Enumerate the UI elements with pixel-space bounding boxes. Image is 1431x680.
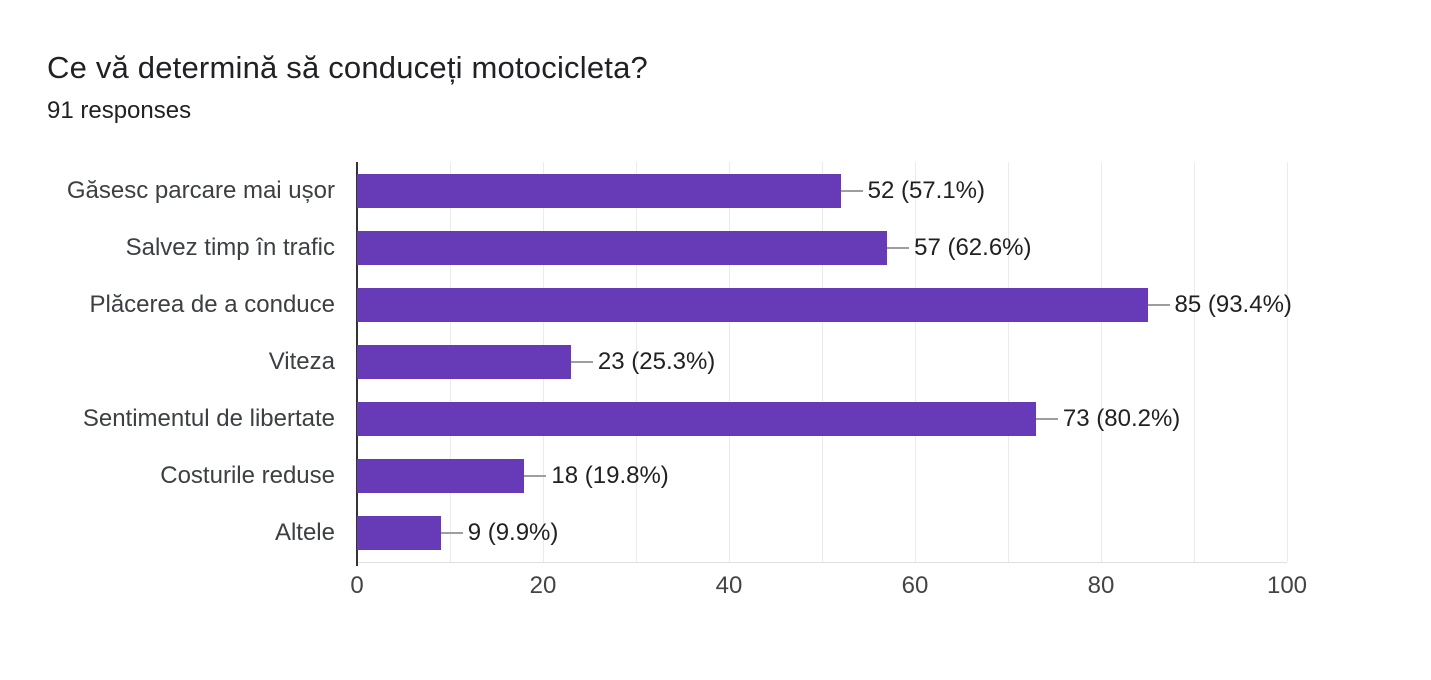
value-label: 9 (9.9%) bbox=[467, 519, 559, 547]
bar-track: 57 (62.6%) bbox=[357, 219, 1287, 276]
gridline bbox=[915, 162, 916, 562]
bar-row: Salvez timp în trafic 57 (62.6%) bbox=[0, 219, 1431, 276]
category-label: Salvez timp în trafic bbox=[125, 233, 335, 261]
gridline bbox=[1287, 162, 1288, 562]
x-tick-label: 40 bbox=[715, 572, 743, 599]
bar-row: Costurile reduse 18 (19.8%) bbox=[0, 448, 1431, 505]
value-label: 18 (19.8%) bbox=[551, 462, 669, 490]
gridline bbox=[1194, 162, 1195, 562]
category-label: Costurile reduse bbox=[160, 462, 335, 490]
response-count: 91 responses bbox=[47, 97, 192, 124]
category-label: Viteza bbox=[268, 347, 335, 375]
page-title: Ce vă determină să conduceți motocicleta… bbox=[47, 50, 648, 85]
category-label: Plăcerea de a conduce bbox=[89, 290, 335, 318]
bar[interactable] bbox=[357, 287, 1148, 322]
value-label: 57 (62.6%) bbox=[914, 233, 1032, 261]
gridline bbox=[1101, 162, 1102, 562]
bar-track: 73 (80.2%) bbox=[357, 391, 1287, 448]
x-axis: 0 20 40 60 80 100 bbox=[350, 572, 1307, 612]
bar-track: 18 (19.8%) bbox=[357, 448, 1287, 505]
bar-track: 9 (9.9%) bbox=[357, 505, 1287, 562]
gridline bbox=[636, 162, 637, 562]
category-label: Sentimentul de libertate bbox=[82, 405, 335, 433]
x-tick-label: 20 bbox=[529, 572, 557, 599]
bar-rows: Găsesc parcare mai ușor 52 (57.1%) Salvez … bbox=[0, 162, 1431, 562]
bar-row: Găsesc parcare mai ușor 52 (57.1%) bbox=[0, 162, 1431, 219]
connector-line bbox=[570, 360, 593, 363]
bar[interactable] bbox=[357, 459, 525, 494]
category-label: Găsesc parcare mai ușor bbox=[66, 176, 335, 204]
value-label: 52 (57.1%) bbox=[867, 176, 985, 204]
bar-track: 23 (25.3%) bbox=[357, 333, 1287, 390]
bar[interactable] bbox=[357, 173, 841, 208]
bar[interactable] bbox=[357, 402, 1036, 437]
plot-area: Găsesc parcare mai ușor 52 (57.1%) Salvez … bbox=[0, 162, 1431, 566]
bar[interactable] bbox=[357, 516, 441, 551]
bar[interactable] bbox=[357, 344, 571, 379]
x-tick-label: 100 bbox=[1266, 572, 1308, 599]
x-tick-label: 0 bbox=[350, 572, 364, 599]
x-tick-label: 80 bbox=[1087, 572, 1115, 599]
connector-line bbox=[887, 246, 910, 249]
bar-track: 52 (57.1%) bbox=[357, 162, 1287, 219]
x-tick-label: 60 bbox=[901, 572, 929, 599]
bar-row: Viteza 23 (25.3%) bbox=[0, 333, 1431, 390]
bar-row: Altele 9 (9.9%) bbox=[0, 505, 1431, 562]
connector-line bbox=[1035, 418, 1058, 421]
bar-row: Sentimentul de libertate 73 (80.2%) bbox=[0, 391, 1431, 448]
connector-line bbox=[440, 532, 463, 535]
connector-line bbox=[1147, 303, 1170, 306]
value-label: 73 (80.2%) bbox=[1062, 405, 1181, 433]
gridline bbox=[729, 162, 730, 562]
bar-row: Plăcerea de a conduce 85 (93.4%) bbox=[0, 276, 1431, 333]
connector-line bbox=[840, 189, 863, 192]
connector-line bbox=[524, 475, 547, 478]
bar[interactable] bbox=[357, 230, 888, 265]
bar-chart: Găsesc parcare mai ușor 52 (57.1%) Salvez … bbox=[0, 162, 1431, 612]
gridline bbox=[822, 162, 823, 562]
value-label: 85 (93.4%) bbox=[1174, 290, 1292, 318]
category-label: Altele bbox=[274, 519, 335, 547]
value-label: 23 (25.3%) bbox=[597, 347, 716, 375]
gridline bbox=[1008, 162, 1009, 562]
bar-track: 85 (93.4%) bbox=[357, 276, 1292, 333]
